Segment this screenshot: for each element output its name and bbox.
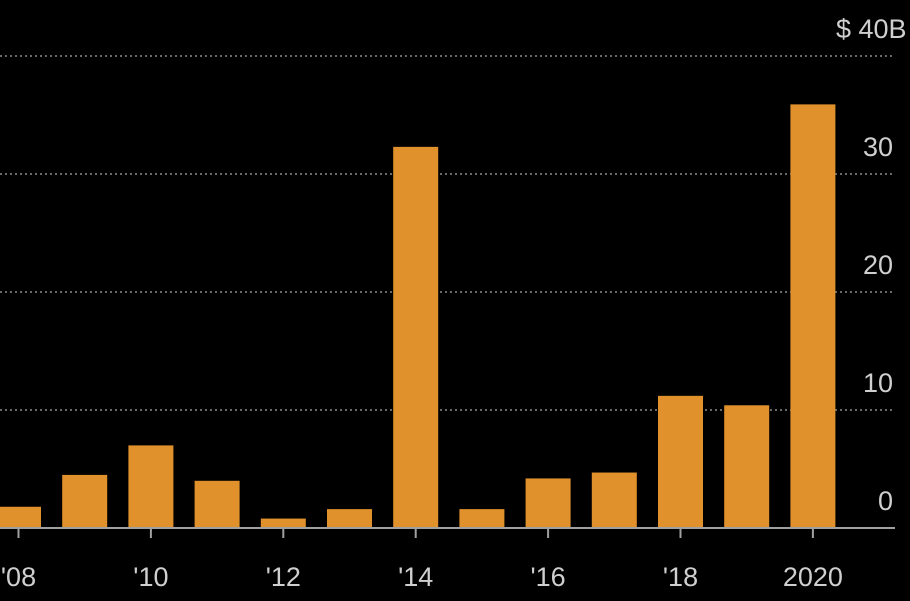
y-tick-label-30: 30: [863, 132, 893, 162]
bar-2020: [790, 104, 836, 528]
bar-2009: [62, 474, 108, 528]
bar-2014: [393, 146, 439, 529]
bar-2015: [459, 509, 505, 528]
gridlines: [0, 55, 895, 411]
y-tick-label-10: 10: [863, 368, 893, 398]
bar-2012: [260, 518, 306, 528]
x-tick-label-2008: '08: [1, 562, 36, 592]
bar-2010: [128, 445, 174, 528]
x-tick-label-2018: '18: [663, 562, 698, 592]
x-tick-label-2014: '14: [398, 562, 433, 592]
y-tick-label-0: 0: [878, 486, 893, 516]
tick-labels: '08 '10 '12 '14 '16 '18 2020 0 10 20 30 $ 40B: [1, 14, 907, 592]
bar-2011: [194, 480, 240, 528]
x-tick-label-2010: '10: [133, 562, 168, 592]
axes: [0, 527, 895, 538]
bar-2013: [327, 509, 372, 528]
y-tick-label-40: $ 40B: [836, 14, 907, 44]
bar-2018: [658, 395, 703, 528]
y-tick-label-20: 20: [863, 250, 893, 280]
bars: [0, 104, 836, 529]
bar-2016: [525, 478, 571, 528]
bar-2019: [724, 405, 770, 528]
bar-2017: [591, 472, 637, 528]
x-tick-label-2012: '12: [266, 562, 301, 592]
bar-2008: [0, 506, 41, 528]
x-tick-label-2016: '16: [531, 562, 566, 592]
x-tick-label-2020: 2020: [783, 562, 843, 592]
